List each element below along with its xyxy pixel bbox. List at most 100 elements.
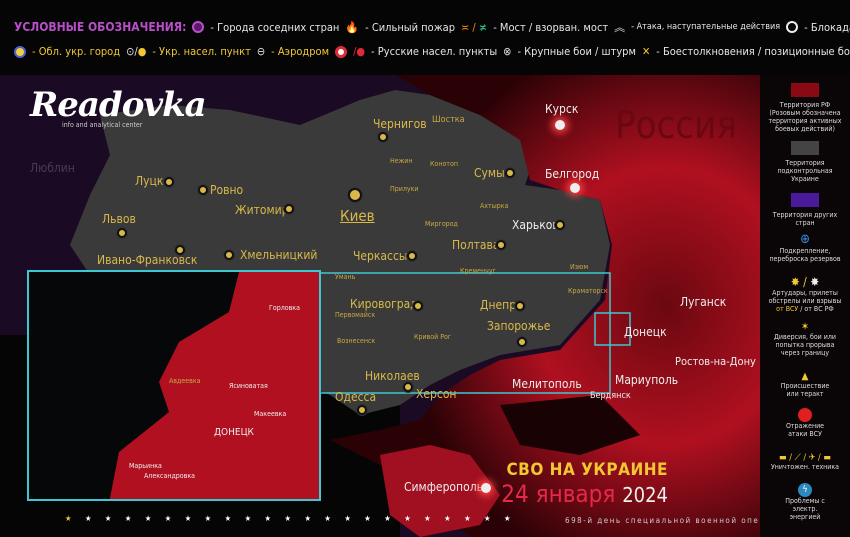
inset-city-label: Александровка [144,472,196,480]
sabotage-icon: ✶ [800,320,810,333]
city-label: Луцк [135,174,164,188]
city-dot [555,120,565,130]
title-subtitle: 698-й день специальной военной операции [565,516,760,525]
repelled-attack-icon [798,408,812,422]
city-label: Вознесенск [337,337,376,345]
inset-city-label: Марьинка [129,462,162,470]
legend-text: / от ВС РФ [800,305,834,313]
city-label: Запорожье [487,319,551,333]
clash-icon: ✕ [641,45,651,58]
city-label: Шостка [432,115,465,125]
city-dot [413,301,423,311]
strike-icon: ✸ / ✸ [790,275,820,289]
legend-item: - Блокада [804,20,850,34]
legend-item: - Аэродром [271,45,330,58]
ukraine-swatch [791,141,819,155]
city-dot [175,245,185,255]
legend-text: от ВСУ [776,305,799,313]
azov-sea [500,395,640,455]
city-label: Нежин [390,157,413,165]
city-label: Ровно [210,183,244,197]
city-label: Хмельницкий [240,248,318,262]
title-block: СВО НА УКРАИНЕ 24 января 2024 [501,460,668,508]
city-label: Киев [340,207,375,225]
inset-city-label: Горловка [269,304,300,312]
legend-title: УСЛОВНЫЕ ОБОЗНАЧЕНИЯ: [14,20,187,34]
legend-text: Уничтожен. техника [770,463,840,471]
power-problem-icon: ϟ [798,483,812,497]
battle-icon: ⊗ [503,45,512,58]
city-dot [224,250,234,260]
legend-text: Подкрепление, переброска резервов [769,247,841,263]
oblast-city-icon [14,45,26,58]
airfield-icon: ⊖ [256,45,266,58]
city-label: Бердянск [590,391,631,401]
side-legend: Территория РФ (Розовым обозначена террит… [760,75,850,537]
city-dot [505,168,515,178]
city-label: Днепр [480,298,517,312]
city-label: Умань [335,273,356,281]
city-dot [481,483,491,493]
legend-item: - Русские насел. пункты [371,45,498,58]
legend-text: Проблемы с электр. энергией [785,497,825,521]
legend-header: УСЛОВНЫЕ ОБОЗНАЧЕНИЯ: - Города соседних … [0,0,850,75]
legend-text: Территория подконтрольная Украине [777,159,833,183]
city-dot [517,337,527,347]
city-label: Мариуполь [615,373,679,387]
city-label: Сумы [474,166,505,180]
legend-item: - Укр. насел. пункт [152,45,251,58]
incident-icon: ▲ [801,371,809,382]
city-label: Ахтырка [480,202,509,210]
legend-text: Территория других стран [772,211,838,227]
inset-city-label: Авдеевка [169,377,201,385]
city-label: Конотоп [430,160,458,168]
legend-item: - Боестолкновения / позиционные бои [656,45,850,58]
map[interactable]: Readovka info and analytical center Черн… [0,75,760,537]
donetsk-inset-map: ДОНЕЦК Горловка Авдеевка Макеевка Марьин… [27,270,321,501]
city-dot [555,220,565,230]
city-label: Мелитополь [512,377,582,391]
city-label: Черкассы [353,249,408,263]
city-label: Изюм [570,263,589,271]
russia-swatch [791,83,819,97]
reinforcement-icon: ⊕ [800,232,810,247]
inset-territories [109,272,319,499]
bridge-icon: ≍ / ≭ [460,20,488,34]
city-dot [403,382,413,392]
title-year: 2024 [622,483,668,507]
city-label: Чернигов [373,117,427,131]
legend-text: Диверсия, бои или попытка прорыва через … [774,333,836,357]
city-dot [378,132,388,142]
city-dot [515,301,525,311]
crimea [380,445,500,537]
legend-item: - Обл. укр. город [32,45,121,58]
city-label: Белгород [545,167,600,181]
city-label: Ростов-на-Дону [675,355,756,368]
city-dot [496,240,506,250]
city-dot [357,405,367,415]
legend-text: Происшествие или теракт [780,382,830,398]
russian-settlement-icon [335,45,348,58]
blockade-icon [786,21,799,33]
legend-text: Артудары, прилеты обстрелы или взрывы [768,289,842,305]
logo-subtitle: info and analytical center [62,121,143,129]
city-label: Донецк [624,325,667,339]
title-line: СВО НА УКРАИНЕ [506,460,668,480]
stars-row: ★ ★ ★ ★ ★ ★ ★ ★ ★ ★ ★ ★ ★ ★ ★ ★ ★ ★ ★ ★ ★ ★ ★ [65,514,511,523]
legend-item: - Крупные бои / штурм [517,45,636,58]
city-label: Харьков [512,218,559,232]
city-label: Одесса [335,390,377,404]
city-label: Кировоград [350,297,418,311]
city-dot [284,204,294,214]
city-label: Полтава [452,238,500,252]
attack-icon: ︽ [614,21,626,34]
city-label: Прилуки [390,185,419,193]
title-date: 24 января [501,480,616,508]
inset-source-frame [594,312,631,346]
legend-text: Отражение атаки ВСУ [785,422,825,438]
logo-name: Readovka [30,85,207,125]
city-label: Ивано-Франковск [97,253,198,267]
city-label: Люблин [30,161,75,175]
city-label: Луганск [680,295,727,309]
city-dot [348,188,362,202]
